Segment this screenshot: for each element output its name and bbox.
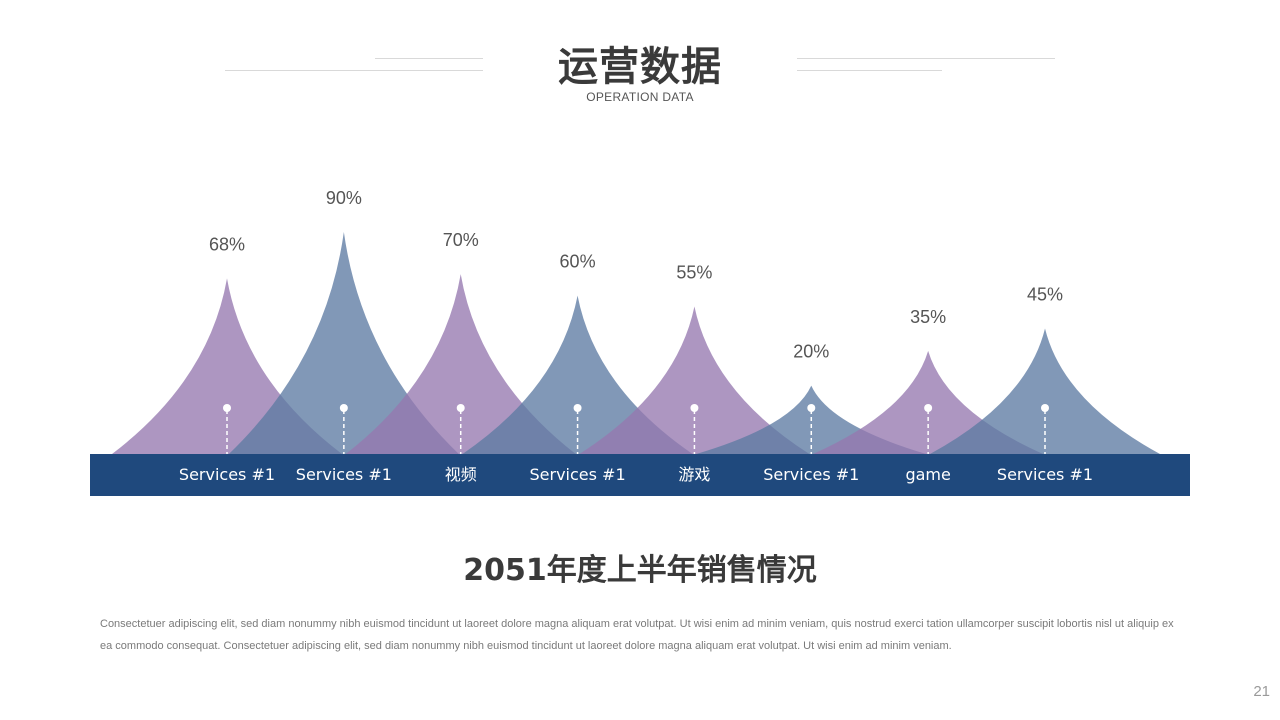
category-band bbox=[90, 454, 1190, 496]
marker-dot-3 bbox=[456, 404, 465, 412]
data-label-6: 20% bbox=[793, 342, 829, 362]
category-label-3: 视频 bbox=[445, 465, 477, 484]
peak-chart: 68% Services #1 90% Services #1 70% 视频 60% Serv… bbox=[90, 188, 1190, 496]
category-label-2: Services #1 bbox=[296, 465, 392, 484]
marker-dot-4 bbox=[573, 404, 582, 412]
category-label-7: game bbox=[905, 465, 950, 484]
page-subtitle: OPERATION DATA bbox=[586, 90, 694, 104]
data-label-7: 35% bbox=[910, 307, 946, 327]
data-label-2: 90% bbox=[326, 188, 362, 208]
marker-dot-6 bbox=[807, 404, 816, 412]
marker-dot-5 bbox=[690, 404, 699, 412]
data-label-5: 55% bbox=[676, 262, 712, 282]
title-deco-line-left-long bbox=[225, 70, 483, 71]
data-label-4: 60% bbox=[560, 252, 596, 272]
data-label-1: 68% bbox=[209, 234, 245, 254]
chart-peaks bbox=[112, 232, 1160, 454]
page-number: 21 bbox=[1253, 683, 1270, 700]
chart-markers bbox=[223, 404, 1049, 454]
chart-labels: 68% Services #1 90% Services #1 70% 视频 60% Serv… bbox=[179, 188, 1093, 484]
marker-dot-7 bbox=[924, 404, 933, 412]
category-label-4: Services #1 bbox=[530, 465, 626, 484]
marker-dot-1 bbox=[223, 404, 231, 412]
title-deco-line-left-short bbox=[375, 58, 483, 59]
category-label-1: Services #1 bbox=[179, 465, 275, 484]
marker-dot-2 bbox=[339, 404, 348, 412]
marker-dot-8 bbox=[1041, 404, 1049, 412]
peak-5 bbox=[579, 306, 810, 454]
section-heading: 2051年度上半年销售情况 bbox=[463, 553, 817, 588]
page-title: 运营数据 bbox=[558, 44, 722, 90]
section-body-text: Consectetuer adipiscing elit, sed diam n… bbox=[100, 618, 1174, 652]
title-deco-line-right-short bbox=[797, 70, 942, 71]
data-label-8: 45% bbox=[1027, 284, 1063, 304]
title-deco-line-right-long bbox=[797, 58, 1055, 59]
category-label-5: 游戏 bbox=[678, 465, 710, 484]
category-label-8: Services #1 bbox=[997, 465, 1093, 484]
data-label-3: 70% bbox=[443, 230, 479, 250]
category-label-6: Services #1 bbox=[763, 465, 859, 484]
peak-2 bbox=[228, 232, 459, 454]
peak-8 bbox=[930, 328, 1160, 454]
